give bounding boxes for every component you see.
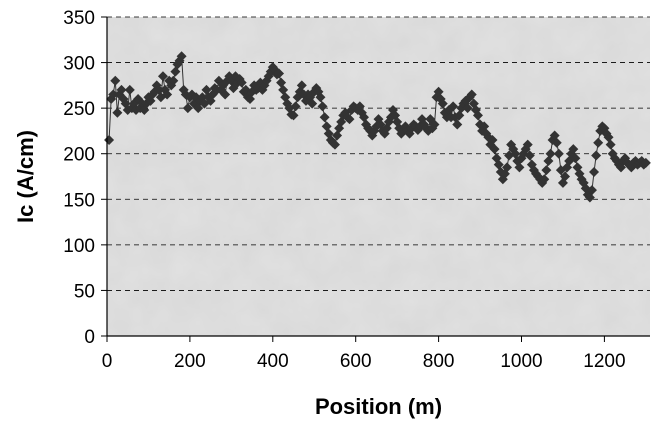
x-tick-label: 0 <box>102 351 113 372</box>
data-point <box>524 150 535 161</box>
data-point <box>504 150 515 161</box>
x-tick-label: 400 <box>257 351 289 372</box>
y-tick-label: 50 <box>74 281 95 302</box>
y-tick-label: 200 <box>63 145 95 166</box>
x-tick-label: 600 <box>340 351 372 372</box>
data-point <box>307 98 318 109</box>
data-point <box>493 159 504 170</box>
data-point <box>162 89 173 100</box>
data-point <box>584 192 595 203</box>
grid-lines <box>107 16 650 291</box>
y-tick-label: 100 <box>63 236 95 257</box>
data-point <box>510 148 521 159</box>
y-tick-label: 0 <box>84 327 95 348</box>
data-point <box>541 165 552 176</box>
data-point <box>201 84 212 95</box>
data-point <box>381 123 392 134</box>
axes <box>101 16 650 342</box>
data-point <box>358 112 369 123</box>
data-point <box>543 156 554 167</box>
data-point <box>168 75 179 86</box>
data-point <box>112 107 123 118</box>
data-point <box>427 123 438 134</box>
data-point <box>549 130 560 141</box>
data-point <box>193 103 204 114</box>
data-point <box>437 98 448 109</box>
data-point <box>568 144 579 155</box>
data-point <box>220 89 231 100</box>
data-point <box>315 92 326 103</box>
data-point <box>433 86 444 97</box>
data-point <box>274 68 285 79</box>
data-point <box>472 110 483 121</box>
data-point <box>560 171 571 182</box>
y-tick-label: 250 <box>63 99 95 120</box>
data-point <box>317 101 328 112</box>
data-point <box>157 71 168 82</box>
data-point <box>319 112 330 123</box>
data-point <box>321 121 332 132</box>
data-point <box>116 84 127 95</box>
data-point <box>176 51 187 62</box>
data-point <box>589 166 600 177</box>
y-tick-labels: 0 50 100 150 200 250 300 350 <box>63 8 95 348</box>
data-point <box>429 119 440 130</box>
data-point <box>553 148 564 159</box>
data-point <box>124 84 135 95</box>
data-point <box>288 110 299 121</box>
data-point <box>108 89 119 100</box>
data-point <box>539 174 550 185</box>
data-point <box>236 77 247 88</box>
data-point <box>591 150 602 161</box>
data-point <box>514 162 525 173</box>
data-point <box>290 101 301 112</box>
data-point <box>570 153 581 164</box>
data-point <box>501 162 512 173</box>
data-point <box>332 130 343 141</box>
y-tick-label: 150 <box>63 190 95 211</box>
data-point <box>452 119 463 130</box>
data-point <box>640 157 651 168</box>
data-point <box>462 103 473 114</box>
data-point <box>466 89 477 100</box>
data-point <box>296 80 307 91</box>
y-axis-title: Ic (A/cm) <box>13 130 38 223</box>
data-point <box>276 77 287 88</box>
plot-background <box>107 17 650 336</box>
x-tick-label: 1000 <box>500 351 542 372</box>
data-point <box>334 123 345 134</box>
data-point <box>110 75 121 86</box>
data-point <box>153 84 164 95</box>
data-point <box>245 94 256 105</box>
data-point <box>603 132 614 143</box>
plot-area <box>107 17 650 336</box>
data-point <box>586 185 597 196</box>
data-point <box>182 103 193 114</box>
x-tick-labels: 0 200 400 600 800 1000 1200 <box>102 351 626 372</box>
data-point <box>522 139 533 150</box>
data-point <box>344 114 355 125</box>
x-tick-label: 1200 <box>583 351 625 372</box>
y-tick-label: 300 <box>63 54 95 75</box>
data-point <box>551 137 562 148</box>
data-points <box>104 51 651 203</box>
data-point <box>487 135 498 146</box>
data-point <box>593 137 604 148</box>
data-point <box>329 139 340 150</box>
data-point <box>545 148 556 159</box>
x-tick-label: 800 <box>423 351 455 372</box>
data-point <box>448 101 459 112</box>
y-tick-label: 350 <box>63 8 95 29</box>
data-point <box>454 110 465 121</box>
x-axis-title: Position (m) <box>315 394 442 419</box>
data-point <box>605 139 616 150</box>
data-point <box>170 66 181 77</box>
data-point <box>489 144 500 155</box>
x-tick-label: 200 <box>174 351 206 372</box>
data-point <box>479 121 490 132</box>
data-point <box>249 80 260 91</box>
data-point <box>278 84 289 95</box>
